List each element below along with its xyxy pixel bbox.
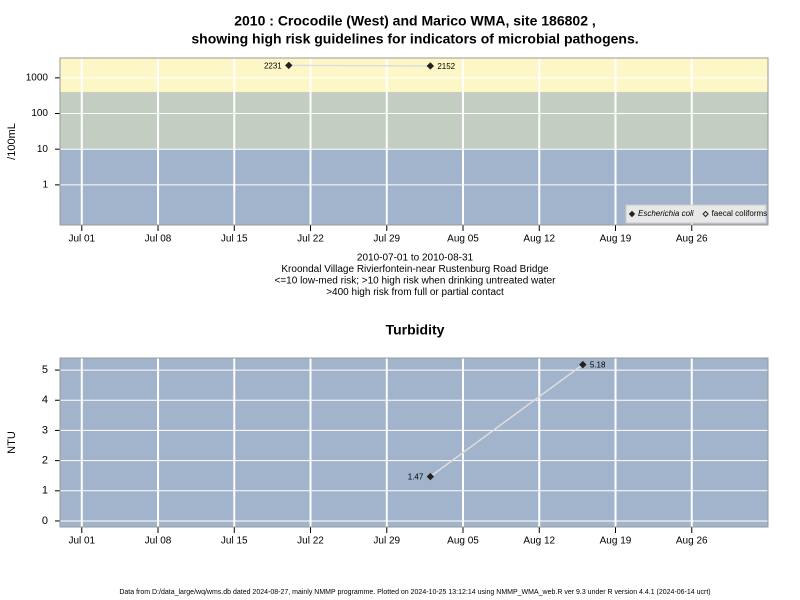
data-point bbox=[426, 62, 435, 70]
legend-marker bbox=[628, 210, 636, 218]
y-tick-label: 1 bbox=[42, 180, 48, 191]
x-tick-label: Jul 15 bbox=[221, 536, 248, 547]
x-tick-label: Jul 22 bbox=[297, 234, 324, 245]
legend-label: faecal coliforms bbox=[712, 209, 768, 218]
caption: >400 high risk from full or partial cont… bbox=[326, 287, 504, 298]
x-tick-label: Aug 19 bbox=[600, 536, 632, 547]
x-tick-label: Jul 01 bbox=[68, 234, 95, 245]
x-tick-label: Jul 29 bbox=[373, 234, 400, 245]
x-tick-label: Jul 22 bbox=[297, 536, 324, 547]
x-tick-label: Jul 15 bbox=[221, 234, 248, 245]
x-tick-label: Jul 29 bbox=[373, 536, 400, 547]
y-tick-label: 0 bbox=[42, 515, 48, 527]
y-tick-label: 1000 bbox=[26, 72, 49, 83]
x-tick-label: Aug 05 bbox=[447, 234, 479, 245]
chart-title: showing high risk guidelines for indicat… bbox=[191, 31, 638, 47]
y-tick-label: 2 bbox=[42, 455, 48, 467]
x-tick-label: Jul 01 bbox=[68, 536, 95, 547]
risk-band bbox=[60, 58, 768, 93]
legend-label: Escherichia coli bbox=[638, 209, 694, 218]
data-point bbox=[285, 61, 293, 70]
y-tick-label: 3 bbox=[42, 424, 48, 436]
chart-title: 2010 : Crocodile (West) and Marico WMA, … bbox=[234, 13, 596, 29]
y-axis-label: NTU bbox=[6, 431, 18, 454]
plot-border bbox=[59, 57, 769, 226]
x-tick-label: Aug 05 bbox=[447, 536, 479, 547]
risk-band bbox=[60, 92, 768, 150]
data-label: 1.47 bbox=[408, 473, 424, 482]
data-point bbox=[579, 360, 587, 369]
y-tick-label: 5 bbox=[42, 364, 48, 376]
data-label: 2231 bbox=[264, 62, 282, 71]
x-tick-label: Jul 08 bbox=[145, 536, 172, 547]
x-tick-label: Aug 12 bbox=[523, 234, 555, 245]
x-tick-label: Jul 08 bbox=[145, 234, 172, 245]
data-label: 5.18 bbox=[590, 361, 606, 370]
x-tick-label: Aug 26 bbox=[676, 536, 708, 547]
y-tick-label: 1 bbox=[42, 485, 48, 497]
data-line bbox=[288, 64, 431, 67]
data-point bbox=[426, 472, 435, 481]
data-label: 2152 bbox=[437, 62, 455, 71]
plot-border bbox=[59, 357, 769, 528]
chart-title: Turbidity bbox=[386, 322, 445, 338]
plot-background bbox=[60, 358, 768, 527]
legend-marker bbox=[702, 210, 709, 218]
caption: <=10 low-med risk; >10 high risk when dr… bbox=[275, 276, 557, 287]
x-tick-label: Aug 12 bbox=[523, 536, 555, 547]
y-tick-label: 4 bbox=[42, 394, 48, 406]
caption: Kroondal Village Rivierfontein-near Rust… bbox=[281, 264, 549, 275]
y-axis-label: /100mL bbox=[6, 123, 18, 160]
y-tick-label: 100 bbox=[31, 108, 48, 119]
x-tick-label: Aug 19 bbox=[600, 234, 632, 245]
caption: 2010-07-01 to 2010-08-31 bbox=[357, 253, 474, 264]
x-tick-label: Aug 26 bbox=[676, 234, 708, 245]
data-line bbox=[429, 364, 584, 478]
footer: Data from D:/data_large/wq/wms.db dated … bbox=[119, 589, 710, 596]
legend-box bbox=[625, 204, 767, 224]
y-tick-label: 10 bbox=[37, 144, 49, 155]
